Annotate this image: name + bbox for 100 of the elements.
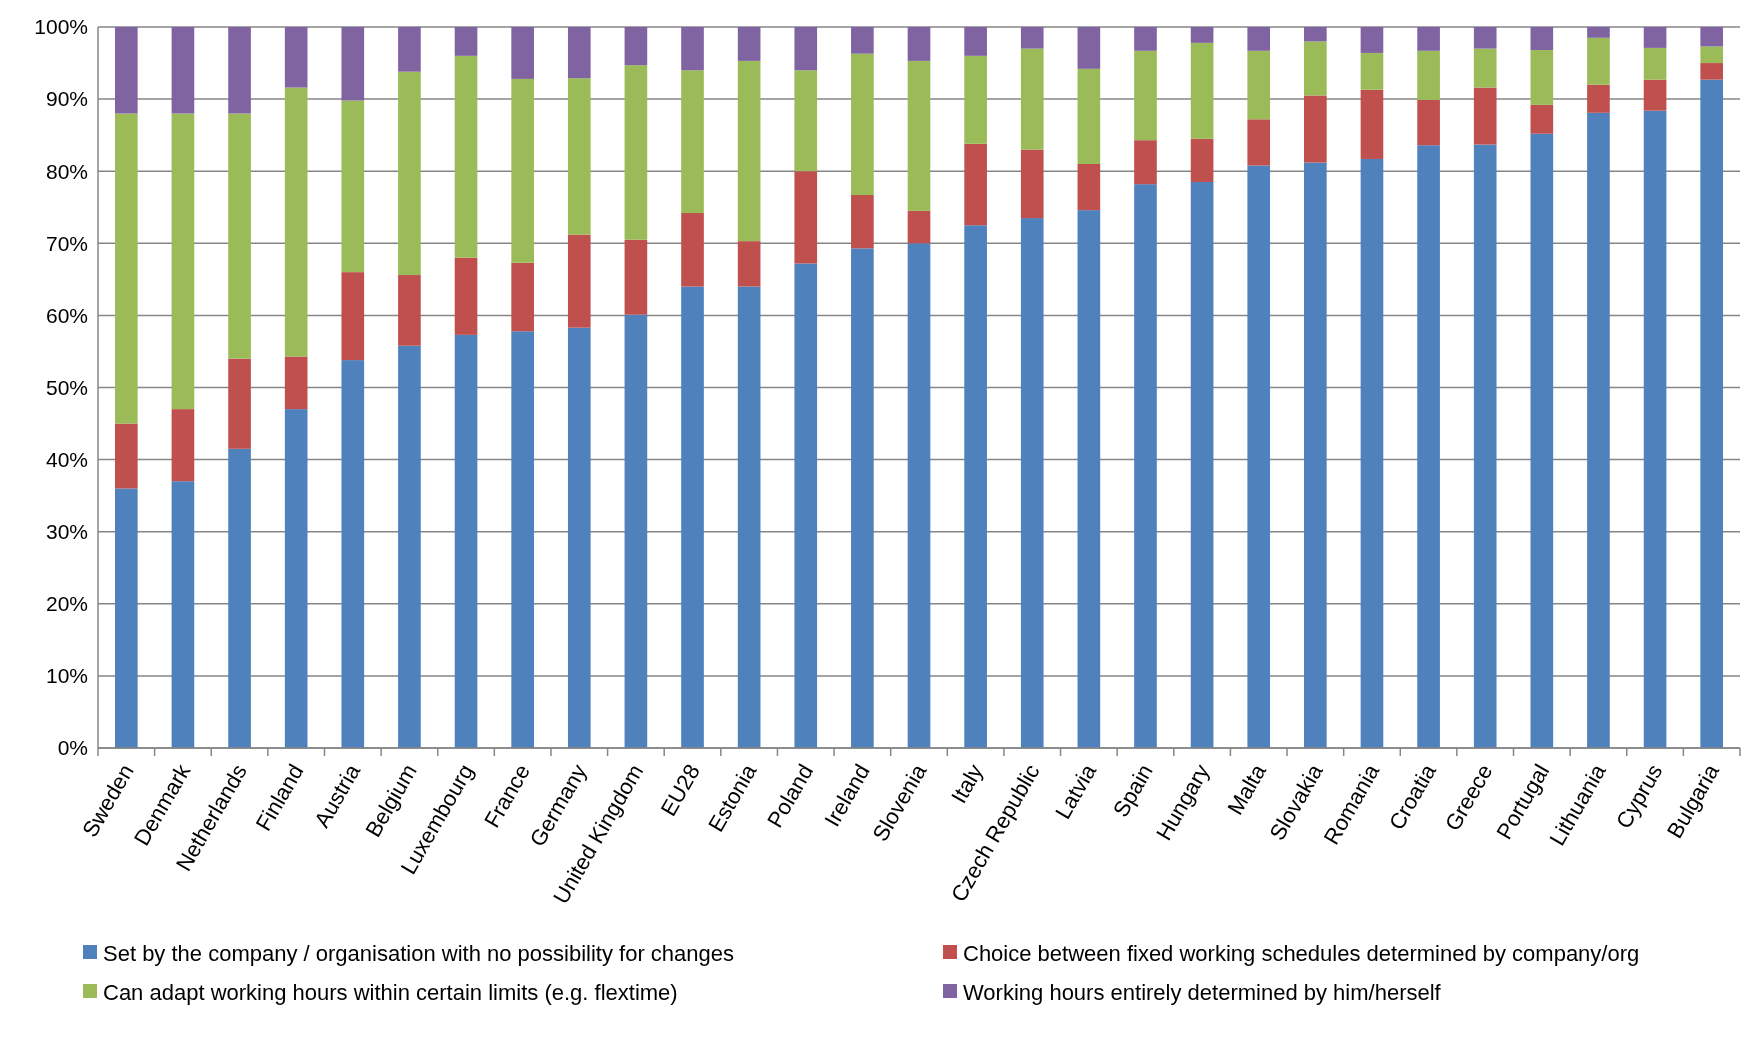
bar [1304, 41, 1327, 96]
bar [284, 409, 308, 748]
y-tick-label: 70% [45, 231, 88, 255]
bar [851, 27, 874, 54]
bar [964, 27, 987, 56]
bar [567, 327, 591, 748]
bar [1530, 50, 1554, 105]
bar [1700, 27, 1724, 47]
bar [454, 27, 478, 56]
bar [1134, 50, 1157, 141]
bar [454, 55, 478, 258]
bar [228, 113, 251, 359]
bar [1530, 133, 1554, 748]
bar [1473, 144, 1497, 748]
bar [1643, 110, 1667, 748]
bar [1530, 104, 1554, 134]
bar [114, 488, 138, 748]
bar [1360, 52, 1384, 90]
bar [1587, 37, 1610, 85]
bar [398, 27, 421, 72]
bar [398, 71, 421, 276]
bar [1020, 149, 1044, 219]
bar [907, 210, 931, 244]
bar [341, 27, 365, 101]
bar [171, 481, 195, 748]
bar [681, 27, 704, 71]
y-tick-label: 0% [57, 736, 88, 760]
bar [114, 423, 138, 489]
bar [114, 27, 138, 114]
bar [1643, 79, 1667, 111]
bar [1304, 95, 1327, 163]
y-tick-label: 100% [34, 15, 88, 39]
bar [851, 194, 874, 249]
y-tick-label: 50% [45, 375, 88, 399]
bar [1417, 50, 1440, 100]
bar [681, 286, 704, 748]
bar [1247, 165, 1271, 748]
bar [454, 257, 478, 335]
bar [907, 27, 931, 61]
bar [341, 272, 365, 361]
bar [794, 70, 818, 172]
legend-label: Can adapt working hours within certain limits (e.g. flextime) [103, 979, 678, 1005]
bar [737, 286, 761, 748]
bar [1190, 138, 1214, 183]
bar [794, 171, 818, 264]
bar [1700, 46, 1724, 64]
bar [851, 53, 874, 195]
bar [624, 27, 648, 66]
bar [1134, 140, 1157, 185]
bar [624, 65, 648, 240]
bar [284, 87, 308, 357]
bar [228, 358, 251, 449]
bar [624, 239, 648, 315]
legend-label: Working hours entirely determined by him/herself [963, 979, 1442, 1005]
y-tick-label: 80% [45, 159, 88, 183]
bar [228, 448, 251, 748]
bar [284, 356, 308, 410]
bar [1190, 182, 1214, 748]
bar [681, 70, 704, 214]
legend-label: Set by the company / organisation with no possibility for changes [103, 940, 735, 966]
bar [567, 234, 591, 328]
bar [1077, 163, 1101, 211]
bar [1473, 48, 1497, 88]
bar [681, 213, 704, 287]
bar [1134, 184, 1157, 748]
bar [1587, 112, 1610, 748]
bar [964, 225, 987, 748]
bar [511, 27, 534, 79]
bar [1587, 27, 1610, 38]
bar [1417, 145, 1440, 748]
bar [1020, 48, 1044, 150]
bar [567, 78, 591, 235]
bar [1247, 27, 1271, 51]
bar [964, 55, 987, 144]
bar [341, 360, 365, 748]
bar [1304, 27, 1327, 42]
bar [1473, 87, 1497, 145]
bar [284, 27, 308, 88]
legend-label: Choice between fixed working schedules determined by company/org [963, 940, 1640, 966]
bar [964, 143, 987, 226]
bar [1304, 162, 1327, 748]
y-tick-label: 40% [45, 447, 88, 471]
bar [907, 60, 931, 211]
bar [1530, 27, 1554, 51]
bar [737, 60, 761, 242]
bar [1247, 50, 1271, 120]
bar [1190, 42, 1214, 139]
bar [737, 27, 761, 61]
bar [1134, 27, 1157, 51]
bar [398, 345, 421, 748]
bar [1360, 27, 1384, 53]
bar [794, 263, 818, 748]
bar [228, 27, 251, 114]
bar [1247, 119, 1271, 166]
bar [1587, 84, 1610, 113]
bar [454, 334, 478, 748]
bar [1643, 47, 1667, 80]
bar [171, 113, 195, 410]
y-tick-label: 90% [45, 87, 88, 111]
bar [1473, 27, 1497, 49]
